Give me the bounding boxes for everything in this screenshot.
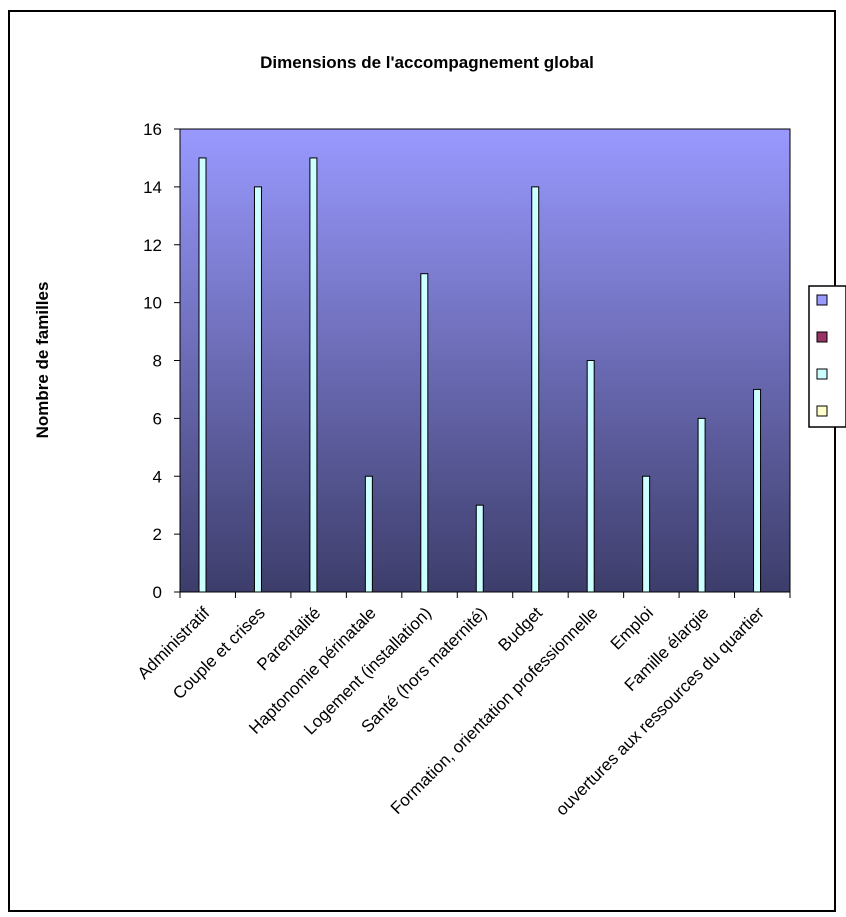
y-tick-label: 4 (153, 467, 162, 486)
legend-swatch (816, 294, 828, 306)
y-tick-label: 16 (143, 120, 162, 139)
bar (531, 186, 540, 593)
bar (198, 157, 207, 593)
y-tick-label: 8 (153, 352, 162, 371)
legend (808, 285, 846, 428)
legend-swatch (816, 331, 828, 343)
bar (420, 273, 429, 593)
legend-swatch (816, 405, 828, 417)
bars (198, 157, 762, 593)
bar (475, 504, 484, 593)
chart-title: Dimensions de l'accompagnement global (260, 53, 594, 72)
y-axis: 0 2 4 6 8 10 12 14 16 (143, 120, 180, 602)
bar (753, 388, 762, 593)
y-tick-label: 0 (153, 583, 162, 602)
bar (586, 360, 595, 593)
y-tick-label: 14 (143, 178, 162, 197)
y-tick-label: 6 (153, 409, 162, 428)
y-axis-label: Nombre de familles (33, 282, 52, 439)
y-tick-label: 10 (143, 294, 162, 313)
y-tick-label: 12 (143, 236, 162, 255)
plot-area (179, 128, 791, 593)
bar (642, 475, 651, 593)
bar (309, 157, 318, 593)
y-tick-label: 2 (153, 525, 162, 544)
bar (253, 186, 262, 593)
bar (697, 417, 706, 593)
legend-swatch (816, 368, 828, 380)
bar (364, 475, 373, 593)
legend-box (808, 285, 846, 428)
